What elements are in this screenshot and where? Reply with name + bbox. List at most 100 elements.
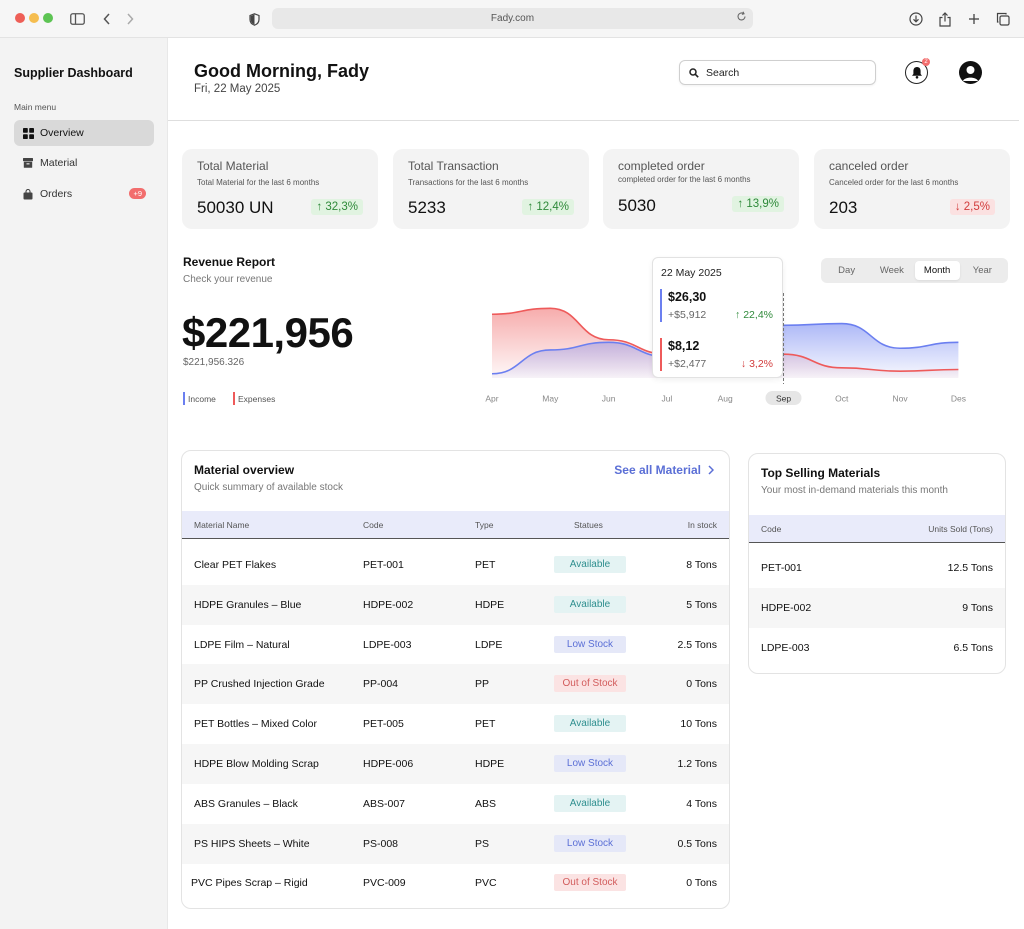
tooltip-expense-value: $8,12 (668, 339, 700, 353)
table-row[interactable]: PET Bottles – Mixed Color PET-005 PET Avail… (182, 704, 729, 744)
table-row[interactable]: PP Crushed Injection Grade PP-004 PP Out of… (182, 664, 729, 705)
close-window-button[interactable] (15, 13, 25, 23)
notifications-button[interactable]: 2 (905, 58, 930, 84)
tooltip-income-delta: +$5,912 (668, 309, 707, 321)
table-row[interactable]: PET-001 12.5 Tons (749, 548, 1005, 588)
material-type: PS (475, 837, 490, 850)
tooltip-expense-pct: ↓ 3,2% (740, 358, 773, 370)
material-stock: 5 Tons (686, 598, 717, 611)
column-header: Type (475, 520, 494, 530)
x-tick-label: Apr (485, 394, 498, 404)
reload-icon[interactable] (736, 11, 747, 25)
material-name: PP Crushed Injection Grade (194, 678, 325, 691)
material-stock: 0 Tons (686, 877, 717, 890)
material-stock: 2.5 Tons (677, 638, 717, 651)
stat-change: ↑ 32,3% (311, 199, 363, 215)
material-name: PS HIPS Sheets – White (194, 837, 310, 850)
sidebar-item-orders[interactable]: Orders +9 (14, 181, 154, 207)
sidebar: Supplier Dashboard Main menu Overview Ma… (0, 38, 168, 929)
arrow-down-icon: ↓ (954, 201, 964, 213)
tooltip-income-marker (660, 289, 662, 322)
stat-card-total-transaction: Total Transaction Transactions for the l… (393, 149, 589, 229)
units-sold: 12.5 Tons (947, 562, 993, 574)
minimize-window-button[interactable] (29, 13, 39, 23)
sidebar-item-material[interactable]: Material (14, 150, 154, 176)
material-name: Clear PET Flakes (194, 559, 277, 571)
forward-icon[interactable] (120, 9, 140, 29)
material-name: ABS Granules – Black (194, 797, 298, 810)
greeting-title: Good Morning, Fady (194, 61, 369, 81)
stat-card-total-material: Total Material Total Material for the la… (182, 149, 378, 229)
panel-title: Material overview (194, 463, 295, 477)
x-tick-label: Oct (835, 394, 849, 404)
table-row[interactable]: LDPE-003 6.5 Tons (749, 628, 1005, 668)
status-badge: Available (554, 595, 626, 613)
material-name: HDPE Granules – Blue (194, 598, 302, 611)
search-input[interactable]: Search (679, 60, 876, 85)
back-icon[interactable] (97, 9, 117, 29)
period-day[interactable]: Day (838, 265, 856, 276)
table-row[interactable]: HDPE Blow Molding Scrap HDPE-006 HDPE Low S… (182, 744, 729, 784)
material-code: PET-001 (761, 562, 802, 574)
table-row[interactable]: HDPE-002 9 Tons (749, 587, 1005, 628)
bell-icon (911, 66, 923, 79)
browser-toolbar: Fady.com (0, 0, 1024, 38)
revenue-subtitle: Check your revenue (183, 274, 273, 285)
stat-subtitle: Total Material for the last 6 months (197, 178, 320, 187)
material-code: HDPE-002 (761, 601, 812, 614)
see-all-material-link[interactable]: See all Material (614, 463, 714, 477)
material-code: PS-008 (363, 837, 399, 850)
sidebar-item-label: Orders (40, 188, 73, 200)
tooltip-income-pct: ↑ 22,4% (735, 309, 773, 321)
sidebar-item-overview[interactable]: Overview (14, 120, 154, 146)
stat-change: ↑ 13,9% (732, 196, 784, 212)
table-row[interactable]: LDPE Film – Natural LDPE-003 LDPE Low Stock… (182, 625, 729, 665)
table-row[interactable]: Clear PET Flakes PET-001 PET Available 8 Ton… (182, 545, 729, 585)
table-row[interactable]: ABS Granules – Black ABS-007 ABS Available 4… (182, 784, 729, 824)
table-row[interactable]: PS HIPS Sheets – White PS-008 PS Low Stock 0… (182, 823, 729, 864)
tooltip-date: 22 May 2025 (661, 267, 722, 279)
app-title: Supplier Dashboard (14, 66, 133, 80)
user-avatar[interactable] (959, 61, 982, 84)
chart-tooltip: 22 May 2025 $26,30 +$5,912 ↑ 22,4% $8,12… (652, 257, 783, 378)
status-badge: Out of Stock (554, 675, 626, 693)
grid-icon (22, 127, 34, 139)
status-badge: Low Stock (554, 755, 626, 772)
material-type: PVC (475, 877, 497, 890)
table-row[interactable]: HDPE Granules – Blue HDPE-002 HDPE Availabl… (182, 584, 729, 625)
stat-change: ↓ 2,5% (949, 199, 995, 215)
material-name: PET Bottles – Mixed Color (194, 718, 317, 731)
new-tab-icon[interactable] (964, 9, 984, 29)
zoom-window-button[interactable] (43, 13, 53, 23)
table-row[interactable]: PVC Pipes Scrap – Rigid PVC-009 PVC Out of … (182, 863, 729, 903)
current-date: Fri, 22 May 2025 (194, 83, 281, 95)
status-badge: Low Stock (554, 635, 626, 653)
series-area-income (492, 323, 959, 378)
tooltip-income-value: $26,30 (668, 290, 707, 304)
x-tick-label: Aug (718, 394, 733, 404)
stat-value: 203 (829, 198, 858, 217)
material-code: PET-001 (363, 559, 404, 571)
stat-title: completed order (618, 159, 705, 173)
stat-title: Total Material (197, 159, 269, 173)
material-type: PET (475, 559, 496, 571)
period-week[interactable]: Week (879, 265, 904, 276)
download-icon[interactable] (906, 9, 926, 29)
tabs-overview-icon[interactable] (993, 9, 1013, 29)
period-month[interactable]: Month (914, 261, 960, 280)
sidebar-toggle-icon[interactable] (67, 9, 87, 29)
status-badge: Available (554, 556, 626, 573)
material-stock: 0.5 Tons (677, 837, 717, 850)
material-code: ABS-007 (363, 797, 406, 810)
share-icon[interactable] (935, 9, 955, 29)
period-year[interactable]: Year (972, 265, 992, 276)
material-overview-panel: Material overview Quick summary of avail… (181, 450, 730, 909)
legend-swatch (183, 392, 185, 405)
shield-icon[interactable] (244, 9, 264, 29)
address-bar[interactable]: Fady.com (272, 8, 753, 29)
stat-title: Total Transaction (408, 159, 499, 173)
status-badge: Available (554, 715, 626, 733)
header-divider (168, 120, 1019, 121)
stat-title: canceled order (829, 159, 909, 173)
stat-value: 5030 (618, 196, 656, 215)
